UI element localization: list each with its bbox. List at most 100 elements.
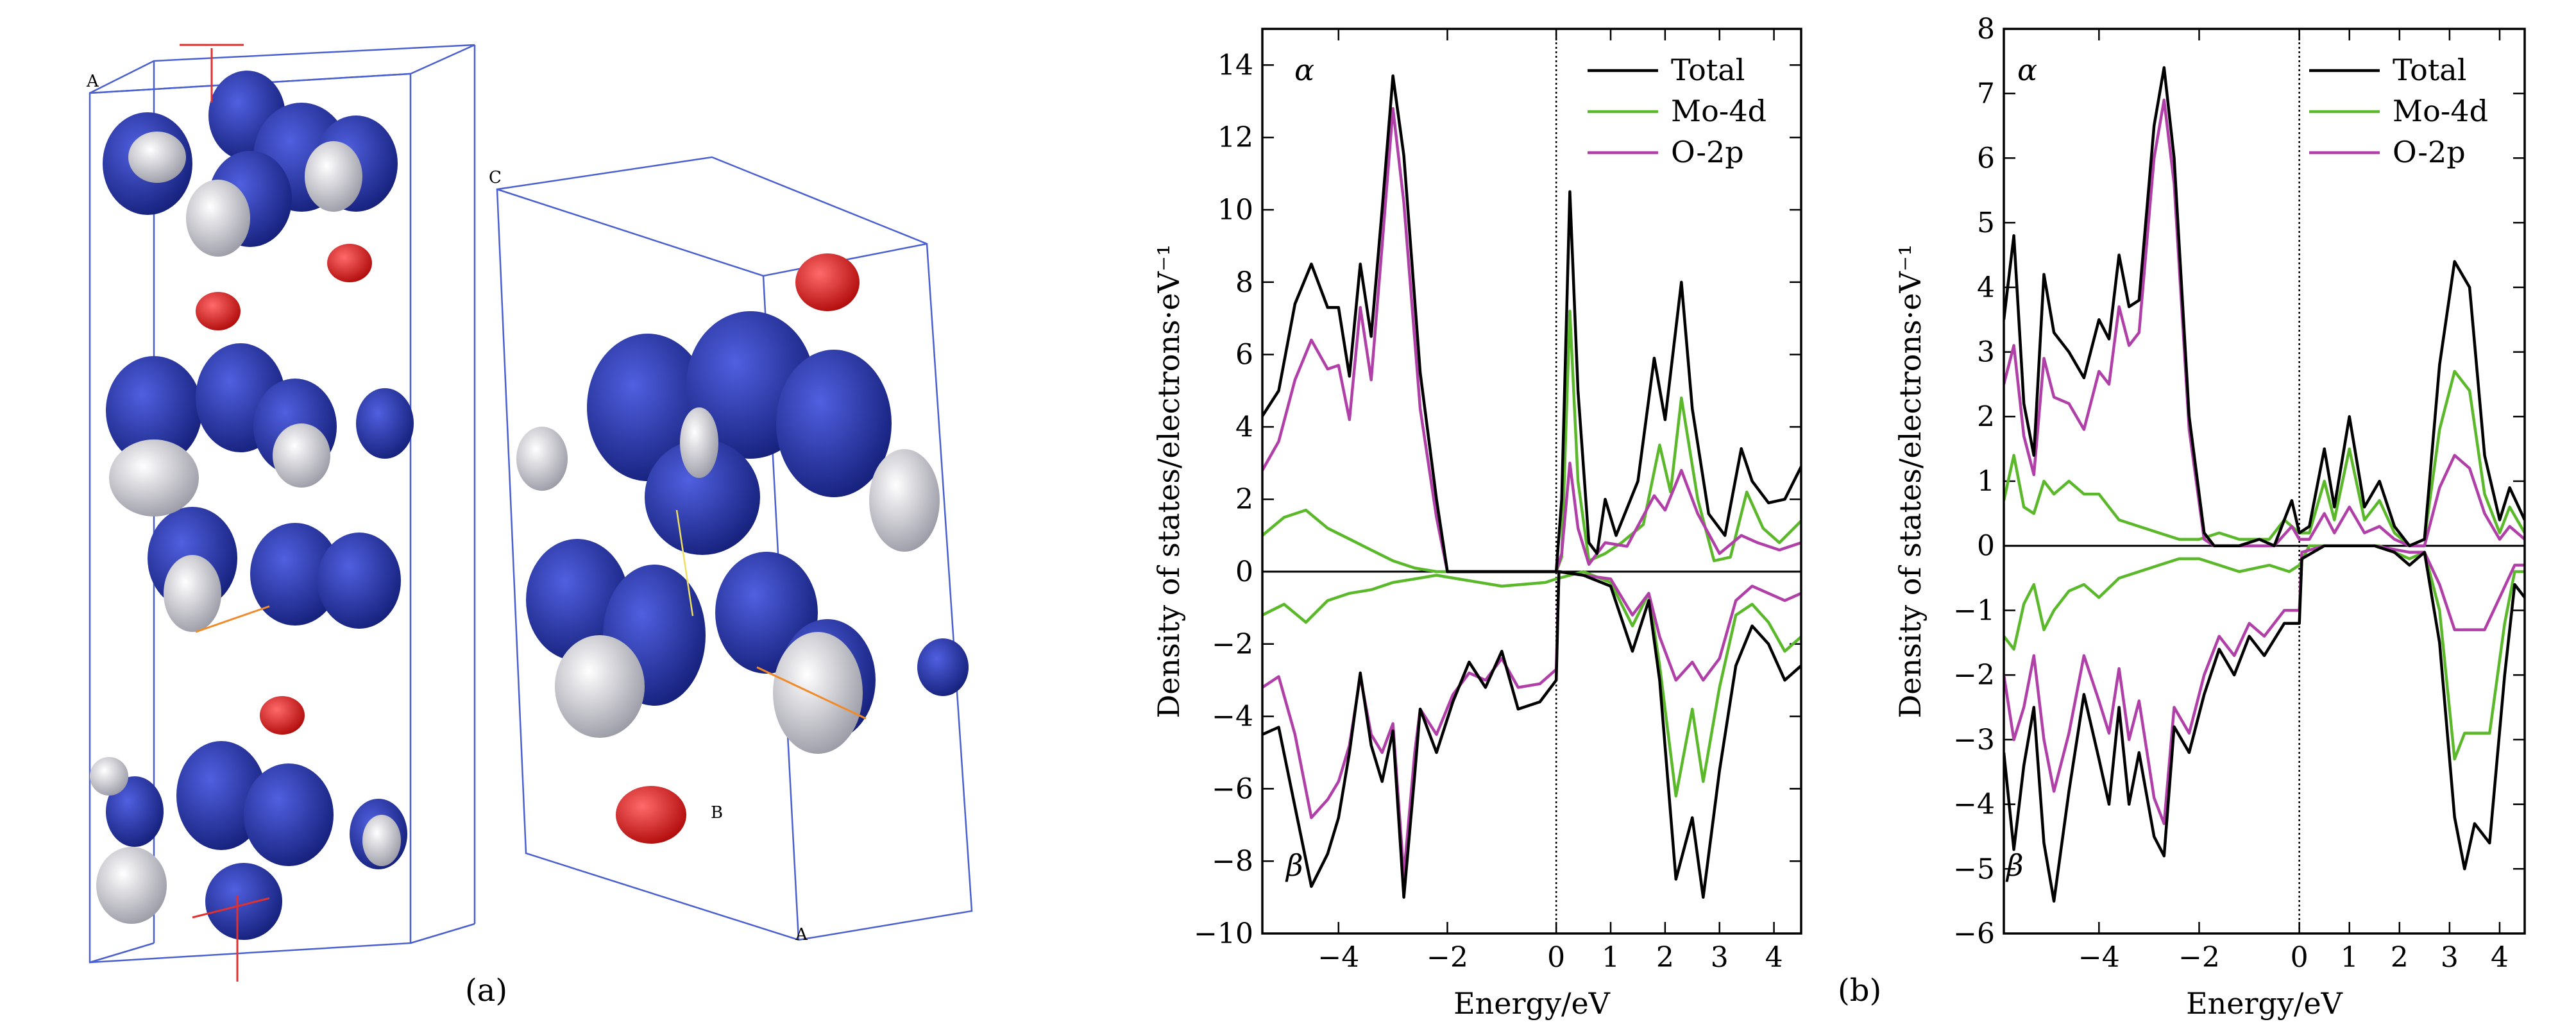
axis-label-a: A [86, 72, 99, 91]
blue-isosurface [176, 741, 266, 850]
x-tick-label: 2 [2391, 941, 2409, 974]
blue-isosurface [645, 439, 760, 555]
x-tick-label: −4 [2078, 941, 2120, 974]
red-isosurface [616, 786, 686, 844]
x-tick-label: 1 [1602, 941, 1620, 974]
blue-isosurface [356, 388, 414, 459]
white-isosurface [362, 815, 401, 866]
y-axis-title: Density of states/electrons·eV⁻¹ [1151, 244, 1186, 719]
y-tick-label: −2 [1953, 659, 1995, 692]
y-tick-label: −5 [1953, 853, 1995, 885]
panel-label-b: (b) [1838, 973, 1881, 1009]
y-tick-label: −10 [1194, 917, 1253, 950]
white-isosurface [109, 439, 199, 516]
legend-label-o-2p: O-2p [1671, 135, 1744, 169]
x-tick-label: 0 [1547, 941, 1565, 974]
y-tick-label: 2 [1235, 483, 1253, 516]
axis-line [192, 897, 270, 919]
unit-cell-right-outline [496, 156, 973, 941]
series-mo-4d-up [1262, 309, 1801, 574]
panel-label-a: (a) [465, 973, 507, 1009]
y-tick-label: −6 [1212, 772, 1253, 805]
plot-frame [1261, 28, 1802, 935]
white-isosurface [273, 423, 330, 488]
y-tick-label: −3 [1953, 724, 1995, 756]
y-tick-label: 8 [1977, 13, 1995, 46]
y-tick-label: 4 [1977, 271, 1995, 304]
white-isosurface [164, 555, 221, 632]
series-o-2p-down [1262, 570, 1801, 878]
x-axis-title: Energy/eV [2186, 986, 2343, 1021]
legend-label-total: Total [2393, 53, 2466, 87]
legend-label-o-2p: O-2p [2393, 135, 2466, 169]
y-tick-label: 2 [1977, 400, 1995, 433]
y-tick-label: 14 [1217, 49, 1253, 81]
x-axis-title: Energy/eV [1453, 986, 1611, 1021]
x-tick-label: 3 [1711, 941, 1729, 974]
blue-isosurface [587, 334, 709, 481]
y-tick-label: −1 [1953, 594, 1995, 627]
x-tick-label: −2 [2178, 941, 2220, 974]
x-tick-label: 2 [1656, 941, 1674, 974]
structure-panel: A C B A [86, 44, 973, 982]
x-tick-label: −4 [1318, 941, 1359, 974]
series-o-2p-down [2004, 544, 2525, 826]
y-tick-label: 0 [1235, 556, 1253, 588]
x-tick-label: 3 [2441, 941, 2459, 974]
spin-up-label: α [1294, 53, 1314, 87]
bond-line [675, 509, 694, 617]
y-axis-title: Density of states/electrons·eV⁻¹ [1893, 244, 1928, 719]
axis-label-c: C [489, 168, 502, 187]
y-tick-label: 8 [1235, 266, 1253, 299]
series-total-down [2004, 544, 2525, 903]
x-tick-label: 4 [2491, 941, 2509, 974]
y-tick-label: 6 [1235, 339, 1253, 371]
spin-down-label: β [1285, 848, 1303, 883]
spin-up-label: α [2017, 53, 2037, 87]
y-tick-label: −2 [1212, 628, 1253, 661]
bond-line [756, 666, 867, 720]
white-isosurface [186, 180, 250, 257]
blue-isosurface [106, 356, 202, 465]
x-tick-label: 4 [1765, 941, 1783, 974]
axis-label-a-right: A [795, 925, 808, 944]
y-tick-label: −4 [1953, 788, 1995, 821]
y-tick-label: −6 [1953, 917, 1995, 950]
y-tick-label: 3 [1977, 336, 1995, 369]
unit-cell-left-edge [89, 942, 155, 964]
unit-cell-left-edge [410, 923, 475, 944]
blue-isosurface [250, 523, 340, 626]
x-tick-label: 0 [2291, 941, 2309, 974]
white-isosurface [680, 407, 718, 478]
red-isosurface [196, 292, 241, 330]
white-isosurface [90, 757, 128, 796]
unit-cell-left-top [89, 44, 475, 94]
axis-label-b: B [711, 803, 723, 822]
plot-frame [2003, 28, 2526, 935]
blue-isosurface [526, 539, 629, 661]
red-isosurface [795, 253, 860, 311]
x-tick-label: −2 [1427, 941, 1468, 974]
y-tick-label: 12 [1217, 121, 1253, 154]
y-tick-label: 1 [1977, 465, 1995, 498]
legend-label-total: Total [1671, 53, 1745, 87]
x-tick-label: 1 [2341, 941, 2359, 974]
series-mo-4d-down [2004, 544, 2525, 761]
white-isosurface [869, 449, 940, 552]
white-isosurface [305, 141, 362, 212]
red-isosurface [327, 244, 372, 282]
series-total-down [1262, 570, 1801, 899]
red-isosurface [260, 696, 305, 735]
y-tick-label: 0 [1977, 530, 1995, 563]
white-isosurface [773, 632, 863, 754]
y-tick-label: 7 [1977, 78, 1995, 110]
white-isosurface [516, 427, 568, 491]
y-tick-label: −4 [1212, 701, 1253, 733]
blue-isosurface [917, 638, 969, 696]
y-tick-label: 10 [1217, 194, 1253, 226]
blue-isosurface [244, 763, 334, 866]
bond-line [195, 605, 270, 633]
y-tick-label: 6 [1977, 142, 1995, 175]
dos-chart-2: −4 −2 0 1 2 3 4−6−5−4−3−2−1012345678TotalMo-4d… [1893, 13, 2526, 1021]
